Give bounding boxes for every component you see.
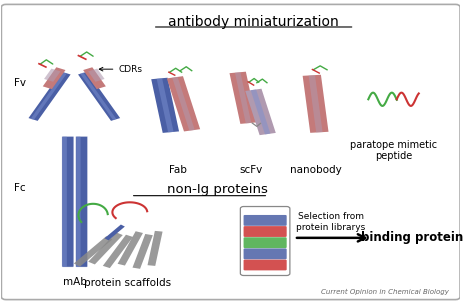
Polygon shape bbox=[246, 89, 276, 135]
Text: CDRs: CDRs bbox=[99, 65, 142, 74]
Polygon shape bbox=[172, 77, 195, 131]
Polygon shape bbox=[133, 234, 153, 269]
Polygon shape bbox=[229, 72, 257, 124]
Polygon shape bbox=[83, 67, 106, 89]
Polygon shape bbox=[151, 78, 179, 133]
Text: non-Ig proteins: non-Ig proteins bbox=[166, 183, 267, 196]
Text: antibody miniaturization: antibody miniaturization bbox=[168, 16, 339, 29]
Text: protein scaffolds: protein scaffolds bbox=[84, 278, 171, 288]
Polygon shape bbox=[28, 72, 71, 121]
Polygon shape bbox=[104, 225, 125, 240]
FancyBboxPatch shape bbox=[244, 248, 287, 259]
FancyBboxPatch shape bbox=[76, 136, 81, 267]
Polygon shape bbox=[235, 72, 251, 123]
Polygon shape bbox=[118, 231, 143, 265]
Text: Fv: Fv bbox=[14, 78, 26, 88]
Text: Fab: Fab bbox=[169, 165, 187, 175]
FancyBboxPatch shape bbox=[244, 226, 287, 237]
FancyBboxPatch shape bbox=[244, 237, 287, 248]
Text: nanobody: nanobody bbox=[290, 165, 341, 175]
Polygon shape bbox=[103, 235, 133, 268]
Text: scFv: scFv bbox=[240, 165, 263, 175]
Polygon shape bbox=[78, 72, 120, 121]
FancyBboxPatch shape bbox=[244, 260, 287, 270]
FancyBboxPatch shape bbox=[76, 136, 88, 267]
Polygon shape bbox=[167, 76, 200, 131]
Polygon shape bbox=[44, 69, 61, 82]
FancyBboxPatch shape bbox=[62, 136, 74, 267]
Polygon shape bbox=[251, 89, 270, 134]
Polygon shape bbox=[309, 75, 323, 133]
Polygon shape bbox=[30, 73, 67, 120]
FancyBboxPatch shape bbox=[244, 215, 287, 226]
Text: Fc: Fc bbox=[14, 183, 26, 193]
Polygon shape bbox=[147, 231, 163, 266]
Polygon shape bbox=[157, 78, 173, 133]
Polygon shape bbox=[80, 73, 116, 120]
Text: Selection from
protein librarys: Selection from protein librarys bbox=[296, 212, 365, 232]
Polygon shape bbox=[88, 232, 123, 264]
FancyBboxPatch shape bbox=[1, 4, 460, 300]
Polygon shape bbox=[302, 75, 328, 133]
Polygon shape bbox=[88, 69, 105, 82]
Text: paratope mimetic
peptide: paratope mimetic peptide bbox=[350, 140, 437, 161]
Text: binding protein: binding protein bbox=[361, 231, 463, 244]
FancyBboxPatch shape bbox=[63, 136, 67, 267]
Text: mAb: mAb bbox=[63, 277, 87, 287]
Polygon shape bbox=[74, 236, 112, 267]
Polygon shape bbox=[43, 67, 65, 89]
Text: Current Opinion in Chemical Biology: Current Opinion in Chemical Biology bbox=[321, 289, 448, 295]
